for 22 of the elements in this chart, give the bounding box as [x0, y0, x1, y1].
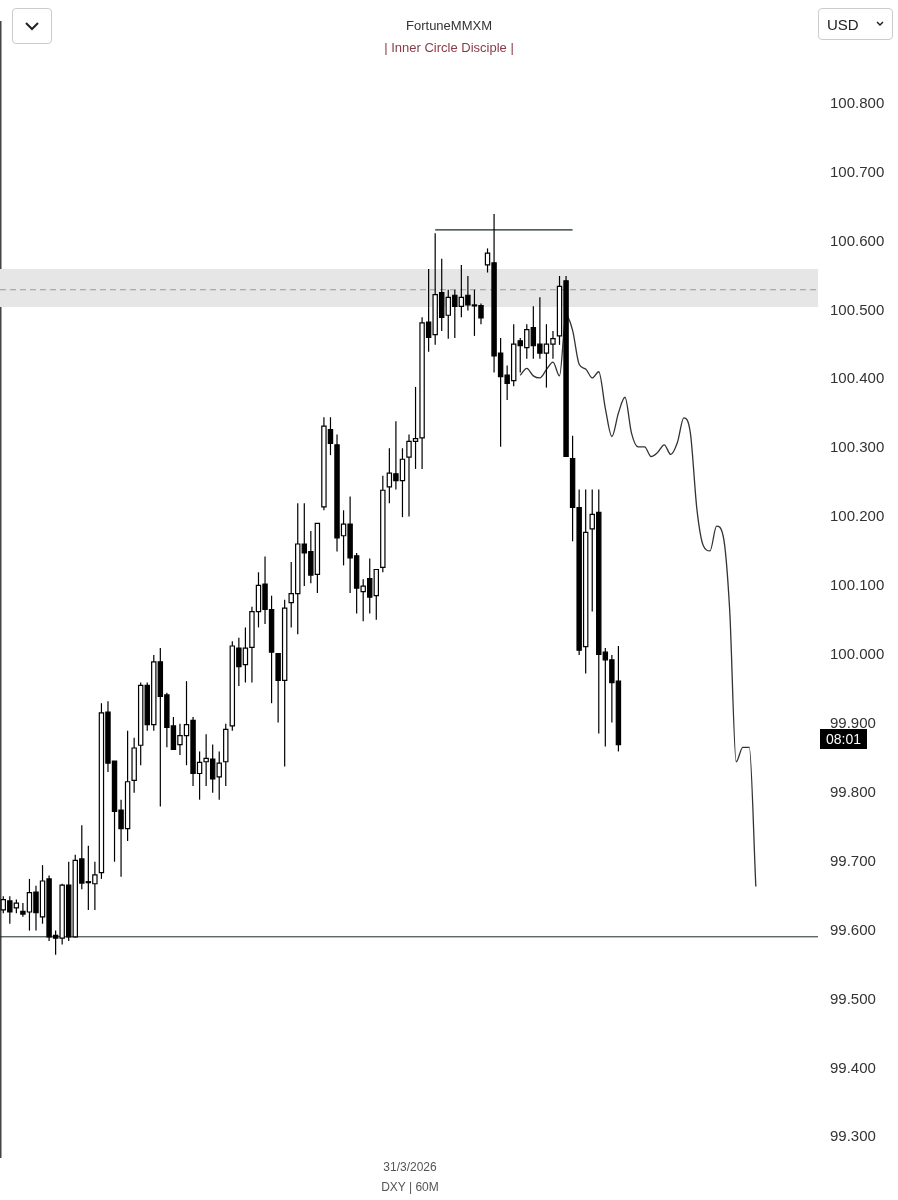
- y-tick-label: 99.900: [830, 714, 876, 732]
- text: | Inner Circle Disciple |: [383, 40, 515, 55]
- chart-title: FortuneMMXM: [406, 18, 492, 33]
- y-tick-label: 99.800: [830, 782, 876, 800]
- text: 08:01: [820, 729, 868, 749]
- y-tick-label: 100.100: [830, 576, 885, 594]
- currency-select: USD: [818, 8, 893, 40]
- y-tick-label: 100.600: [830, 231, 885, 249]
- y-tick-label: 99.300: [830, 1127, 876, 1145]
- y-tick-label: 99.600: [830, 920, 876, 938]
- y-tick-label: 100.000: [830, 645, 885, 663]
- y-tick-label: 99.400: [830, 1058, 876, 1076]
- text: 31/3/2026: [382, 1160, 438, 1174]
- y-tick-label: 100.200: [830, 507, 885, 525]
- y-tick-label: 100.800: [830, 93, 885, 111]
- y-tick-label: 100.400: [830, 369, 885, 387]
- y-tick-label: 100.500: [830, 300, 885, 318]
- y-tick-label: 99.500: [830, 989, 876, 1007]
- y-tick-label: 99.700: [830, 851, 876, 869]
- y-tick-label: 100.300: [830, 438, 885, 456]
- text: DXY | 60M: [380, 1180, 440, 1194]
- y-tick-label: 100.700: [830, 162, 885, 180]
